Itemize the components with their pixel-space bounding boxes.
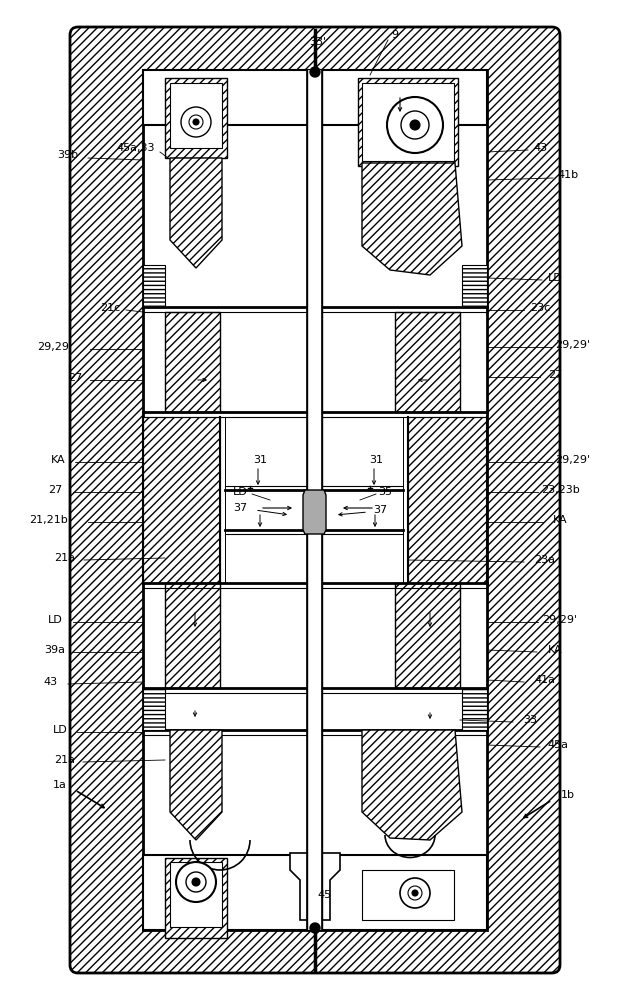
Text: 39a: 39a — [45, 645, 66, 655]
Text: 41a: 41a — [534, 675, 556, 685]
Text: 21a: 21a — [55, 553, 76, 563]
Bar — [143, 265, 165, 307]
Polygon shape — [362, 163, 462, 275]
Circle shape — [310, 923, 320, 933]
Bar — [170, 83, 222, 148]
Text: 23,23b: 23,23b — [541, 485, 580, 495]
Text: 29,29': 29,29' — [556, 455, 590, 465]
Text: 43: 43 — [533, 143, 547, 153]
Polygon shape — [362, 730, 462, 840]
Text: 27: 27 — [48, 485, 62, 495]
Circle shape — [412, 890, 418, 896]
Text: 1a: 1a — [53, 780, 67, 790]
Bar — [143, 855, 487, 930]
Text: 9: 9 — [391, 30, 399, 40]
Bar — [462, 265, 487, 307]
Text: 21,21b: 21,21b — [28, 515, 67, 525]
Text: KA: KA — [547, 645, 563, 655]
Bar — [143, 688, 165, 730]
Circle shape — [193, 119, 199, 125]
Circle shape — [181, 107, 211, 137]
Circle shape — [408, 886, 422, 900]
FancyBboxPatch shape — [70, 27, 560, 973]
Polygon shape — [170, 158, 222, 268]
Bar — [165, 583, 220, 688]
Bar — [307, 70, 322, 930]
Bar — [462, 688, 487, 730]
Text: 33': 33' — [309, 37, 326, 47]
Text: 29,29': 29,29' — [37, 342, 72, 352]
Text: LD: LD — [48, 615, 62, 625]
Text: 1b: 1b — [561, 790, 575, 800]
Bar — [408, 417, 487, 583]
Bar — [165, 312, 220, 412]
Bar — [362, 870, 454, 920]
Bar — [358, 78, 458, 166]
Text: 31: 31 — [253, 455, 267, 465]
Text: LD: LD — [53, 725, 67, 735]
Text: 45a,33: 45a,33 — [117, 143, 155, 153]
Bar — [358, 868, 458, 923]
Text: 45: 45 — [318, 890, 332, 900]
Text: 29,29': 29,29' — [542, 615, 578, 625]
Text: 29,29': 29,29' — [556, 340, 590, 350]
Polygon shape — [303, 490, 326, 534]
Bar — [143, 70, 487, 930]
Text: 37: 37 — [373, 505, 387, 515]
Text: 33: 33 — [523, 715, 537, 725]
Text: 27: 27 — [68, 373, 82, 383]
Bar — [170, 862, 222, 927]
Text: 23a: 23a — [534, 555, 556, 565]
Circle shape — [310, 67, 320, 77]
Circle shape — [186, 872, 206, 892]
Bar — [362, 83, 454, 161]
Circle shape — [400, 878, 430, 908]
Text: 27: 27 — [548, 370, 562, 380]
Bar — [307, 70, 322, 930]
Text: 37: 37 — [233, 503, 247, 513]
Circle shape — [192, 878, 200, 886]
Text: 45a: 45a — [547, 740, 568, 750]
Circle shape — [176, 862, 216, 902]
Text: KA: KA — [50, 455, 66, 465]
Circle shape — [387, 97, 443, 153]
Circle shape — [401, 111, 429, 139]
Text: LD: LD — [547, 273, 563, 283]
Text: 39b: 39b — [57, 150, 79, 160]
Text: 31: 31 — [369, 455, 383, 465]
Circle shape — [410, 120, 420, 130]
Circle shape — [189, 115, 203, 129]
Bar — [143, 417, 220, 583]
Text: 21a: 21a — [55, 755, 76, 765]
Bar — [395, 583, 460, 688]
Text: 21c: 21c — [100, 303, 120, 313]
Polygon shape — [290, 853, 340, 920]
Bar — [165, 858, 227, 938]
Text: 23c: 23c — [530, 303, 550, 313]
Text: 41b: 41b — [558, 170, 578, 180]
Text: LD: LD — [232, 487, 248, 497]
Bar — [395, 312, 460, 412]
Bar — [143, 70, 487, 125]
Polygon shape — [170, 730, 222, 840]
Bar — [165, 78, 227, 158]
Text: KA: KA — [553, 515, 567, 525]
Text: 35: 35 — [378, 487, 392, 497]
Text: 43: 43 — [43, 677, 57, 687]
